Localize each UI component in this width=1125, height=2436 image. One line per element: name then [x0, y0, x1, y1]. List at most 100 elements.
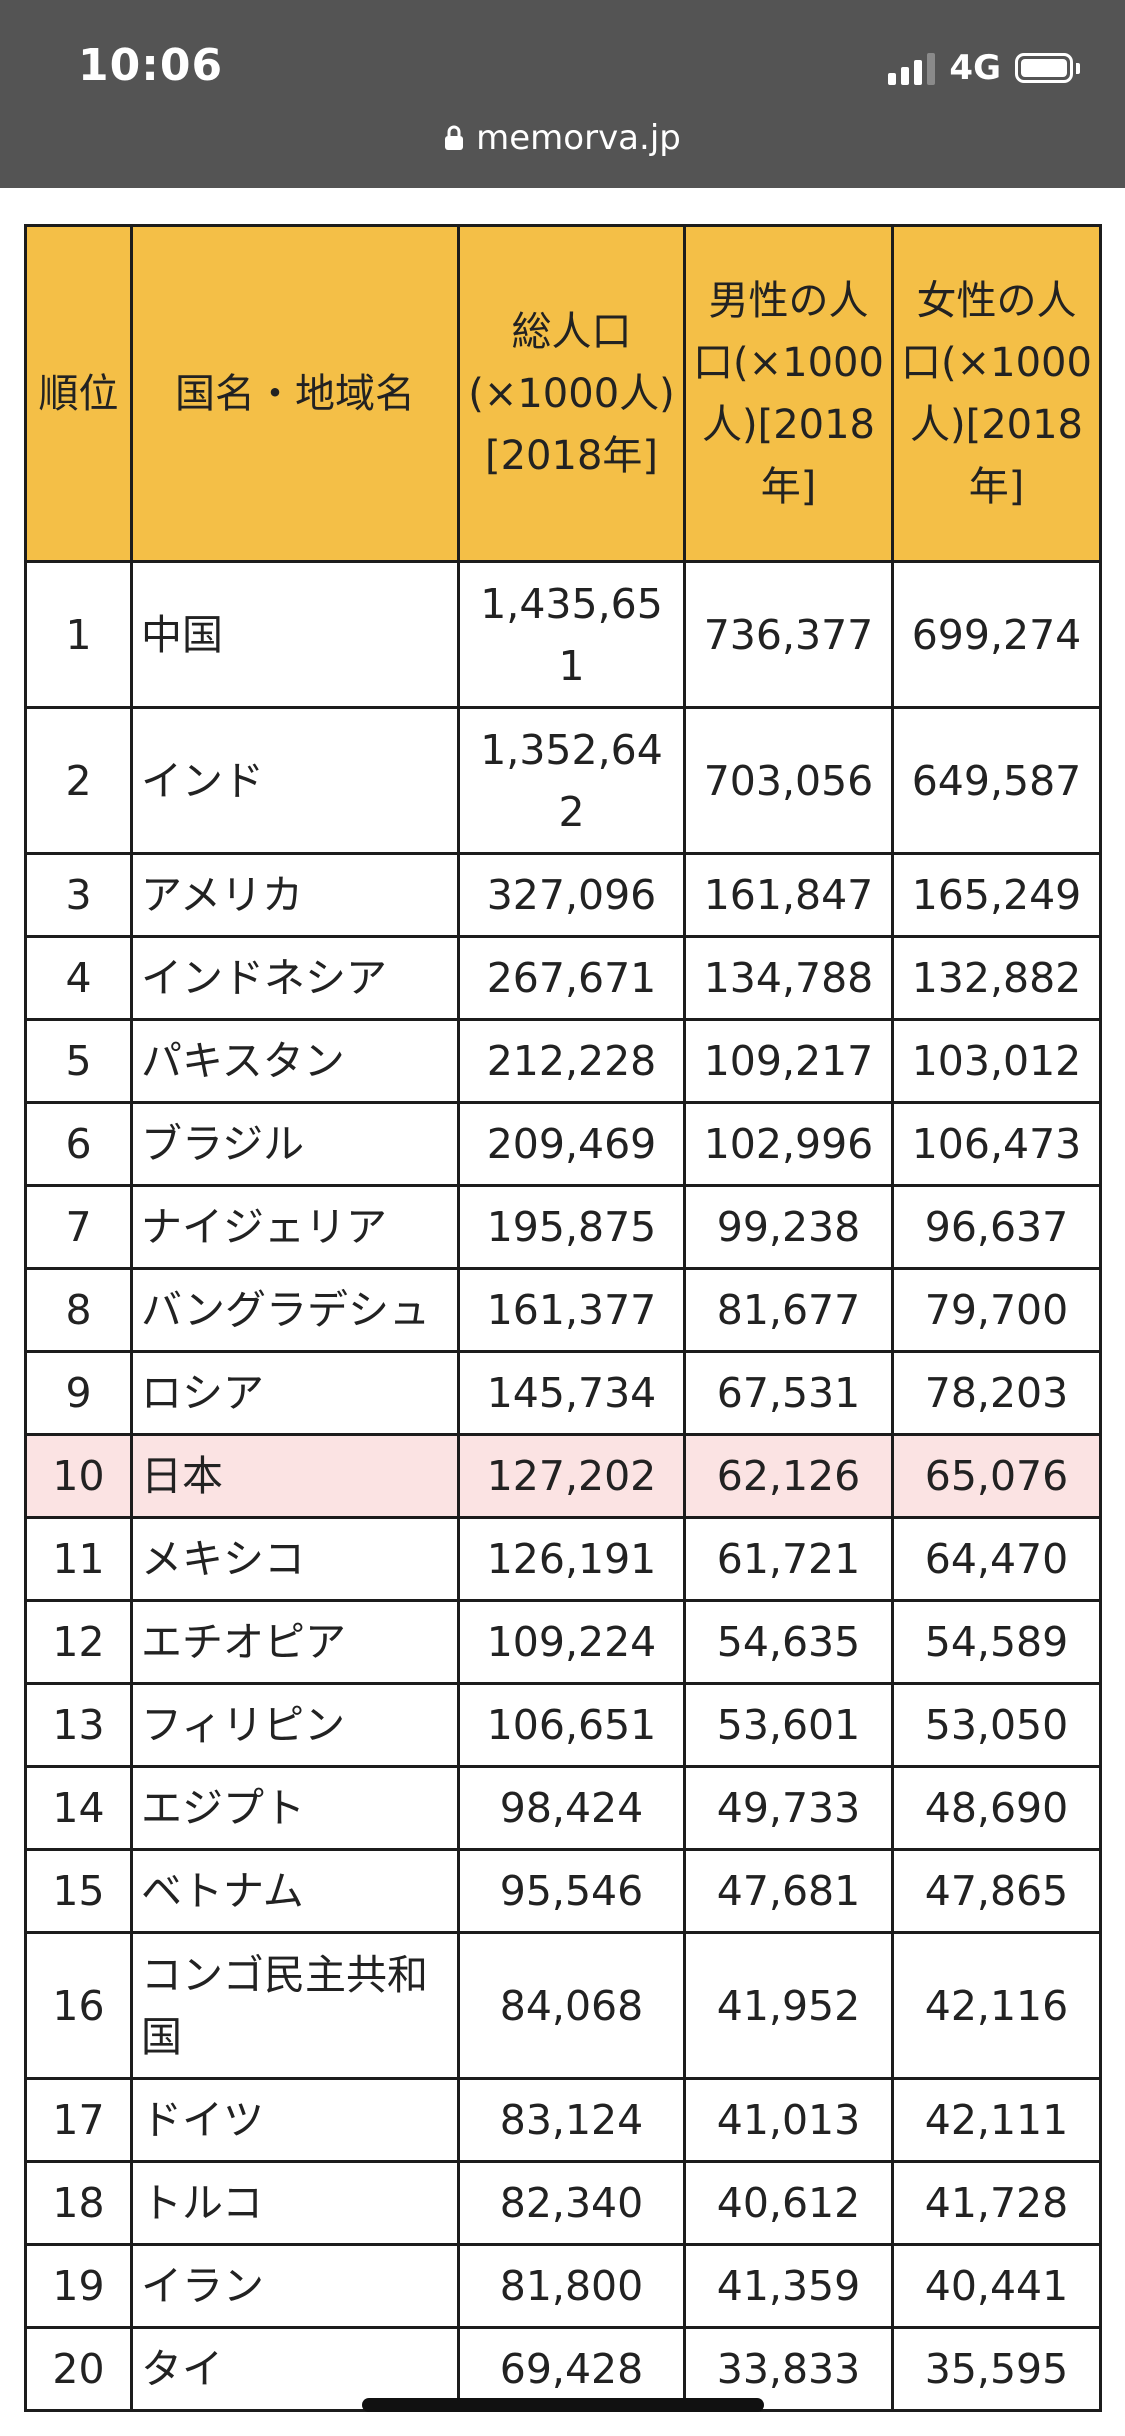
cell-country: バングラデシュ — [130, 1267, 460, 1353]
table-row: 1 中国 1,435,651 736,377 699,274 — [24, 560, 1102, 709]
table-row: 12 エチオピア 109,224 54,635 54,589 — [24, 1599, 1102, 1685]
cell-female: 649,587 — [891, 706, 1102, 855]
cell-country: エチオピア — [130, 1599, 460, 1685]
cell-female: 42,116 — [891, 1931, 1102, 2080]
cellular-signal-icon — [888, 51, 936, 85]
cell-total: 109,224 — [457, 1599, 686, 1685]
cell-female: 47,865 — [891, 1848, 1102, 1934]
cell-male: 161,847 — [683, 852, 894, 938]
cell-male: 54,635 — [683, 1599, 894, 1685]
cell-country: インド — [130, 706, 460, 855]
cell-total: 81,800 — [457, 2243, 686, 2329]
cell-male: 81,677 — [683, 1267, 894, 1353]
cell-rank: 15 — [24, 1848, 133, 1934]
cell-country: ナイジェリア — [130, 1184, 460, 1270]
cell-country: 中国 — [130, 560, 460, 709]
table-body: 1 中国 1,435,651 736,377 699,274 2 インド 1,352,642 7… — [24, 560, 1102, 2412]
cell-rank: 1 — [24, 560, 133, 709]
cell-male: 41,013 — [683, 2077, 894, 2163]
table-header-row: 順位 国名・地域名 総人口(×1000人)[2018年] 男性の人口(×1000… — [24, 224, 1102, 563]
table-row: 17 ドイツ 83,124 41,013 42,111 — [24, 2077, 1102, 2163]
cell-female: 699,274 — [891, 560, 1102, 709]
cell-female: 53,050 — [891, 1682, 1102, 1768]
cell-rank: 20 — [24, 2326, 133, 2412]
cell-male: 67,531 — [683, 1350, 894, 1436]
table-row: 3 アメリカ 327,096 161,847 165,249 — [24, 852, 1102, 938]
cell-total: 161,377 — [457, 1267, 686, 1353]
cell-country: トルコ — [130, 2160, 460, 2246]
header-country: 国名・地域名 — [130, 224, 460, 563]
table-row: 11 メキシコ 126,191 61,721 64,470 — [24, 1516, 1102, 1602]
cell-female: 165,249 — [891, 852, 1102, 938]
population-table-container: 順位 国名・地域名 総人口(×1000人)[2018年] 男性の人口(×1000… — [24, 224, 1102, 2412]
table-row: 7 ナイジェリア 195,875 99,238 96,637 — [24, 1184, 1102, 1270]
cell-rank: 6 — [24, 1101, 133, 1187]
header-female: 女性の人口(×1000人)[2018年] — [891, 224, 1102, 563]
table-row: 5 パキスタン 212,228 109,217 103,012 — [24, 1018, 1102, 1104]
cell-total: 69,428 — [457, 2326, 686, 2412]
cell-country: ロシア — [130, 1350, 460, 1436]
cell-female: 103,012 — [891, 1018, 1102, 1104]
home-indicator[interactable] — [362, 2398, 764, 2412]
cell-country: フィリピン — [130, 1682, 460, 1768]
cell-total: 83,124 — [457, 2077, 686, 2163]
cell-male: 41,359 — [683, 2243, 894, 2329]
cell-female: 64,470 — [891, 1516, 1102, 1602]
cell-rank: 3 — [24, 852, 133, 938]
cell-rank: 4 — [24, 935, 133, 1021]
cell-total: 95,546 — [457, 1848, 686, 1934]
cell-female: 65,076 — [891, 1433, 1102, 1519]
network-type: 4G — [949, 48, 1001, 88]
cell-female: 79,700 — [891, 1267, 1102, 1353]
cell-country: パキスタン — [130, 1018, 460, 1104]
cell-male: 33,833 — [683, 2326, 894, 2412]
cell-rank: 5 — [24, 1018, 133, 1104]
header-male: 男性の人口(×1000人)[2018年] — [683, 224, 894, 563]
cell-total: 209,469 — [457, 1101, 686, 1187]
cell-male: 49,733 — [683, 1765, 894, 1851]
lock-icon — [445, 125, 464, 150]
cell-male: 41,952 — [683, 1931, 894, 2080]
cell-country: 日本 — [130, 1433, 460, 1519]
table-row: 13 フィリピン 106,651 53,601 53,050 — [24, 1682, 1102, 1768]
cell-male: 736,377 — [683, 560, 894, 709]
browser-chrome: 10:06 4G memorva.jp — [0, 0, 1125, 188]
cell-female: 96,637 — [891, 1184, 1102, 1270]
cell-rank: 7 — [24, 1184, 133, 1270]
cell-male: 61,721 — [683, 1516, 894, 1602]
table-row: 4 インドネシア 267,671 134,788 132,882 — [24, 935, 1102, 1021]
header-total: 総人口(×1000人)[2018年] — [457, 224, 686, 563]
cell-total: 195,875 — [457, 1184, 686, 1270]
cell-country: インドネシア — [130, 935, 460, 1021]
cell-total: 212,228 — [457, 1018, 686, 1104]
cell-rank: 17 — [24, 2077, 133, 2163]
cell-total: 267,671 — [457, 935, 686, 1021]
cell-female: 42,111 — [891, 2077, 1102, 2163]
table-row: 15 ベトナム 95,546 47,681 47,865 — [24, 1848, 1102, 1934]
cell-rank: 18 — [24, 2160, 133, 2246]
table-row: 18 トルコ 82,340 40,612 41,728 — [24, 2160, 1102, 2246]
cell-rank: 13 — [24, 1682, 133, 1768]
url-text: memorva.jp — [476, 118, 681, 158]
cell-female: 48,690 — [891, 1765, 1102, 1851]
address-bar[interactable]: memorva.jp — [0, 118, 1125, 158]
cell-female: 78,203 — [891, 1350, 1102, 1436]
status-time: 10:06 — [78, 40, 224, 91]
cell-country: エジプト — [130, 1765, 460, 1851]
cell-male: 134,788 — [683, 935, 894, 1021]
table-row: 10 日本 127,202 62,126 65,076 — [24, 1433, 1102, 1519]
cell-country: ブラジル — [130, 1101, 460, 1187]
table-row: 19 イラン 81,800 41,359 40,441 — [24, 2243, 1102, 2329]
cell-rank: 9 — [24, 1350, 133, 1436]
table-row: 9 ロシア 145,734 67,531 78,203 — [24, 1350, 1102, 1436]
cell-rank: 12 — [24, 1599, 133, 1685]
cell-total: 82,340 — [457, 2160, 686, 2246]
table-row: 20 タイ 69,428 33,833 35,595 — [24, 2326, 1102, 2412]
cell-rank: 14 — [24, 1765, 133, 1851]
cell-total: 84,068 — [457, 1931, 686, 2080]
cell-total: 106,651 — [457, 1682, 686, 1768]
table-row: 2 インド 1,352,642 703,056 649,587 — [24, 706, 1102, 855]
cell-country: アメリカ — [130, 852, 460, 938]
table-row: 6 ブラジル 209,469 102,996 106,473 — [24, 1101, 1102, 1187]
cell-rank: 19 — [24, 2243, 133, 2329]
